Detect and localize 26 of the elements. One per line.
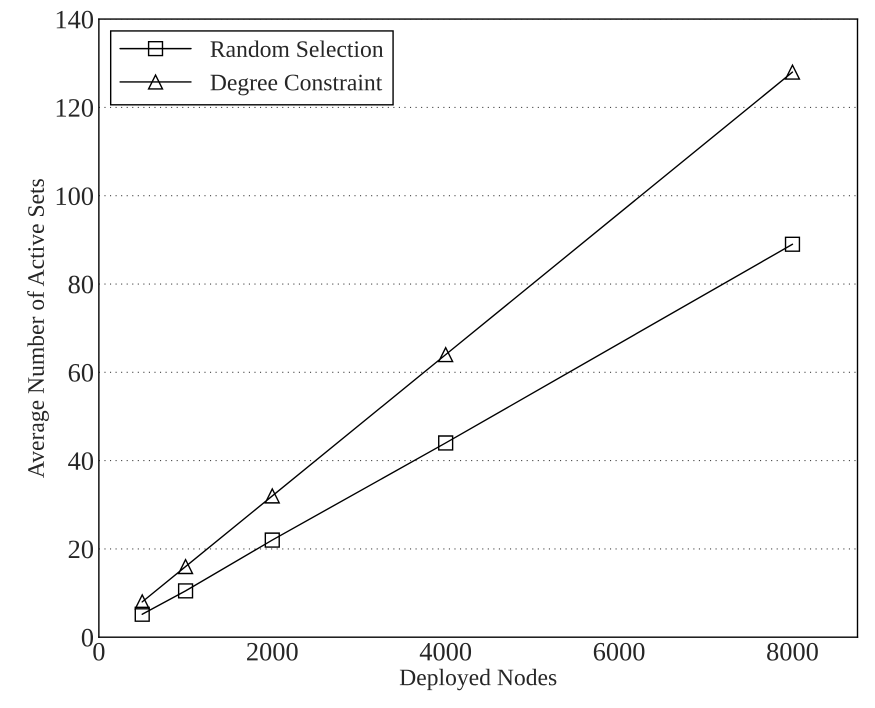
y-axis-title: Average Number of Active Sets [27,179,49,478]
y-tick-label: 60 [68,364,94,382]
point [134,606,150,622]
point [438,347,454,362]
y-tick-label: 40 [68,452,94,470]
point [178,558,194,574]
legend-label: Degree Constraint [210,74,382,96]
point [264,488,280,504]
y-tick-label: 80 [68,276,94,294]
point [784,236,800,252]
x-tick-label: 6000 [594,642,644,661]
point [178,583,194,598]
y-tick-label: 100 [56,187,94,206]
x-axis-title: Deployed Nodes [400,668,556,690]
x-tick-label: 8000 [767,642,818,661]
x-tick-label: 4000 [420,642,472,661]
point [438,435,454,451]
y-tick-label: 0 [82,628,94,647]
x-tick-label: 2000 [247,642,298,661]
point [784,64,800,80]
y-tick-label: 20 [68,540,94,558]
point [264,532,280,548]
y-tick-label: 120 [56,99,94,117]
y-tick-label: 140 [56,10,94,29]
legend-label: Random Selection [210,40,384,58]
point [134,594,150,610]
